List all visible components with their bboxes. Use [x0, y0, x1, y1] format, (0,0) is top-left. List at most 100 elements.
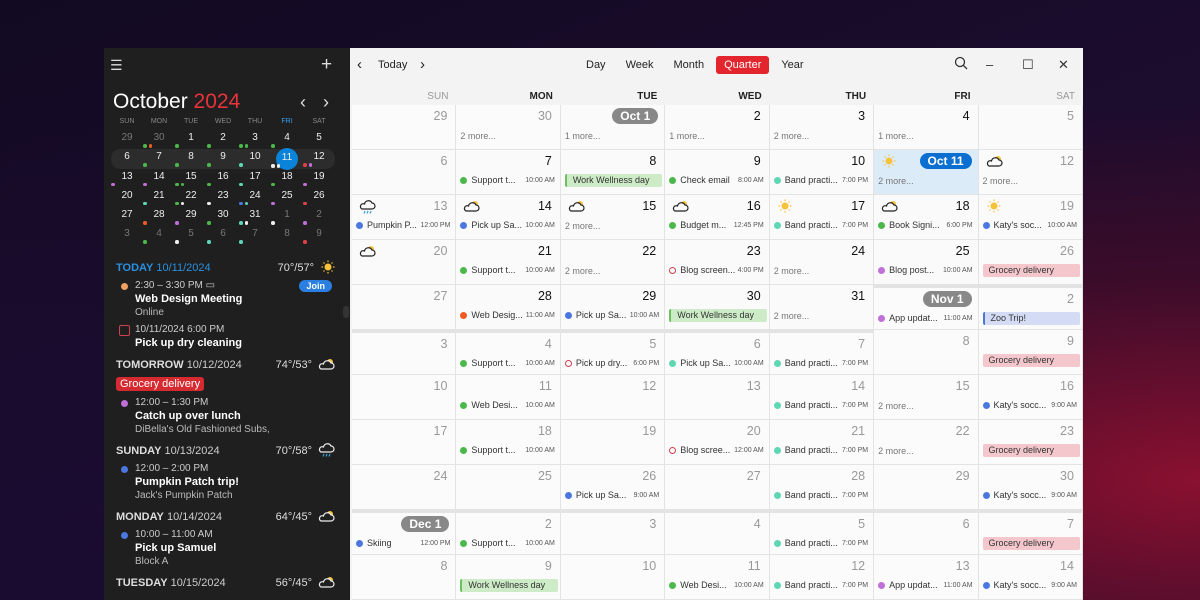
event-item[interactable]: Pick up Sa... 10:00 AM	[564, 310, 659, 320]
view-tab-week[interactable]: Week	[625, 59, 654, 71]
mini-day[interactable]: 23	[207, 188, 239, 207]
event-item[interactable]: Support t... 10:00 AM	[460, 175, 555, 185]
mini-day[interactable]: 6	[111, 149, 143, 168]
day-cell[interactable]: 23 Blog screen... 4:00 PM	[665, 240, 770, 285]
day-cell[interactable]: 19 Katy's soc... 10:00 AM	[978, 195, 1083, 240]
more-events-link[interactable]: 1 more...	[564, 131, 601, 141]
mini-day[interactable]: 9	[207, 149, 239, 168]
mini-day[interactable]: 6	[207, 226, 239, 245]
mini-day[interactable]: 5	[175, 226, 207, 245]
event-item[interactable]: Band practi... 7:00 PM	[773, 358, 868, 368]
all-day-event[interactable]: Grocery delivery	[982, 444, 1080, 457]
day-cell[interactable]: 10	[560, 555, 666, 600]
all-day-event[interactable]: Work Wellness day	[460, 579, 558, 592]
search-icon[interactable]	[954, 56, 968, 73]
event-item[interactable]: Pumpkin P... 12:00 PM	[356, 220, 450, 230]
agenda-event[interactable]: 10:00 – 11:00 AM Pick up Samuel Block A	[104, 525, 344, 569]
day-cell[interactable]: 8 Work Wellness day	[560, 150, 666, 195]
chevron-right-icon[interactable]: ›	[323, 92, 329, 112]
event-item[interactable]: Book Signi... 6:00 PM	[878, 220, 973, 230]
day-cell[interactable]: 27	[665, 465, 770, 510]
mini-day[interactable]: 11	[271, 148, 303, 171]
day-cell[interactable]: 3 2 more...	[769, 105, 875, 150]
day-cell[interactable]: 27	[352, 285, 457, 330]
mini-day[interactable]: 1	[271, 207, 303, 226]
day-cell[interactable]: Nov 1 App updat... 11:00 AM	[874, 285, 979, 330]
all-day-event[interactable]: Grocery delivery	[116, 377, 205, 391]
more-events-link[interactable]: 2 more...	[878, 446, 914, 456]
mini-day[interactable]: 28	[143, 207, 175, 226]
mini-day[interactable]: 2	[303, 207, 335, 226]
day-cell[interactable]: 21 Band practi... 7:00 PM	[769, 420, 875, 465]
agenda-event[interactable]: 2:30 – 3:30 PM ▭ Web Design Meeting Online…	[104, 276, 344, 320]
day-cell[interactable]: 5 Pick up dry... 6:00 PM	[560, 330, 666, 375]
event-item[interactable]: Band practi... 7:00 PM	[773, 538, 868, 548]
mini-day[interactable]: 7	[239, 226, 271, 245]
view-tab-year[interactable]: Year	[781, 59, 804, 71]
event-item[interactable]: Blog scree... 12:00 AM	[669, 445, 764, 455]
all-day-event[interactable]: Grocery delivery	[982, 264, 1080, 277]
event-item[interactable]: Band practi... 7:00 PM	[773, 490, 868, 500]
day-cell[interactable]: 22 2 more...	[560, 240, 666, 285]
event-item[interactable]: Band practi... 7:00 PM	[773, 175, 868, 185]
mini-day[interactable]: 13	[111, 169, 143, 188]
day-cell[interactable]: 7 Band practi... 7:00 PM	[769, 330, 875, 375]
more-events-link[interactable]: 2 more...	[773, 131, 810, 141]
mini-day[interactable]: 18	[271, 169, 303, 188]
minimize-icon[interactable]: –	[986, 57, 994, 72]
day-cell[interactable]: 30 2 more...	[456, 105, 561, 150]
more-events-link[interactable]: 2 more...	[878, 176, 914, 186]
view-tab-month[interactable]: Month	[673, 59, 705, 71]
mini-day[interactable]: 29	[175, 207, 207, 226]
day-cell[interactable]: 6 Pick up Sa... 10:00 AM	[665, 330, 770, 375]
mini-day[interactable]: 8	[175, 149, 207, 168]
mini-day[interactable]: 29	[111, 130, 143, 149]
day-cell[interactable]: 14 Katy's socc... 9:00 AM	[978, 555, 1083, 600]
day-cell[interactable]: 16 Katy's socc... 9:00 AM	[978, 375, 1083, 420]
more-events-link[interactable]: 1 more...	[878, 131, 914, 141]
mini-day[interactable]: 24	[239, 188, 271, 207]
mini-day[interactable]: 8	[271, 226, 303, 245]
day-cell[interactable]: 7 Grocery delivery	[978, 510, 1083, 555]
mini-day[interactable]: 5	[303, 130, 335, 149]
mini-day[interactable]: 16	[207, 169, 239, 188]
mini-day[interactable]: 4	[271, 130, 303, 149]
mini-day[interactable]: 25	[271, 188, 303, 207]
day-cell[interactable]: 25	[456, 465, 561, 510]
day-cell[interactable]: 5 Band practi... 7:00 PM	[769, 510, 875, 555]
day-cell[interactable]: 24 2 more...	[769, 240, 875, 285]
day-cell[interactable]: 4 1 more...	[874, 105, 979, 150]
event-item[interactable]: Pick up dry... 6:00 PM	[564, 358, 659, 368]
event-item[interactable]: Skiing 12:00 PM	[356, 538, 450, 548]
day-cell[interactable]: 19	[560, 420, 666, 465]
event-item[interactable]: Web Desig... 11:00 AM	[460, 310, 555, 320]
day-cell[interactable]: 17 Band practi... 7:00 PM	[769, 195, 875, 240]
mini-day[interactable]: 2	[207, 130, 239, 149]
day-cell[interactable]: 3	[352, 330, 457, 375]
prev-button[interactable]: ‹	[357, 56, 362, 73]
event-item[interactable]: Pick up Sa... 10:00 AM	[460, 220, 555, 230]
event-item[interactable]: App updat... 11:00 AM	[878, 313, 973, 323]
day-cell[interactable]: 4	[665, 510, 770, 555]
day-cell[interactable]: 25 Blog post... 10:00 AM	[874, 240, 979, 285]
day-cell[interactable]: 2 Zoo Trip!	[978, 285, 1083, 330]
event-item[interactable]: Katy's socc... 9:00 AM	[982, 490, 1077, 500]
day-cell[interactable]: 9 Grocery delivery	[978, 330, 1083, 375]
mini-day[interactable]: 3	[239, 130, 271, 149]
mini-day[interactable]: 31	[239, 207, 271, 226]
event-item[interactable]: Band practi... 7:00 PM	[773, 580, 868, 590]
mini-day[interactable]: 7	[143, 149, 175, 168]
today-button[interactable]: Today	[378, 59, 408, 71]
mini-day[interactable]: 14	[143, 169, 175, 188]
event-item[interactable]: Band practi... 7:00 PM	[773, 220, 868, 230]
day-cell[interactable]: 14 Band practi... 7:00 PM	[769, 375, 875, 420]
mini-day[interactable]: 30	[207, 207, 239, 226]
day-cell[interactable]: Oct 1 1 more...	[560, 105, 666, 150]
maximize-icon[interactable]: ☐	[1022, 57, 1034, 72]
day-cell[interactable]: 15 2 more...	[560, 195, 666, 240]
mini-day[interactable]: 30	[143, 130, 175, 149]
day-cell[interactable]: 22 2 more...	[874, 420, 979, 465]
day-cell[interactable]: 29 Pick up Sa... 10:00 AM	[560, 285, 666, 330]
more-events-link[interactable]: 2 more...	[878, 401, 914, 411]
day-cell[interactable]: 29	[352, 105, 457, 150]
